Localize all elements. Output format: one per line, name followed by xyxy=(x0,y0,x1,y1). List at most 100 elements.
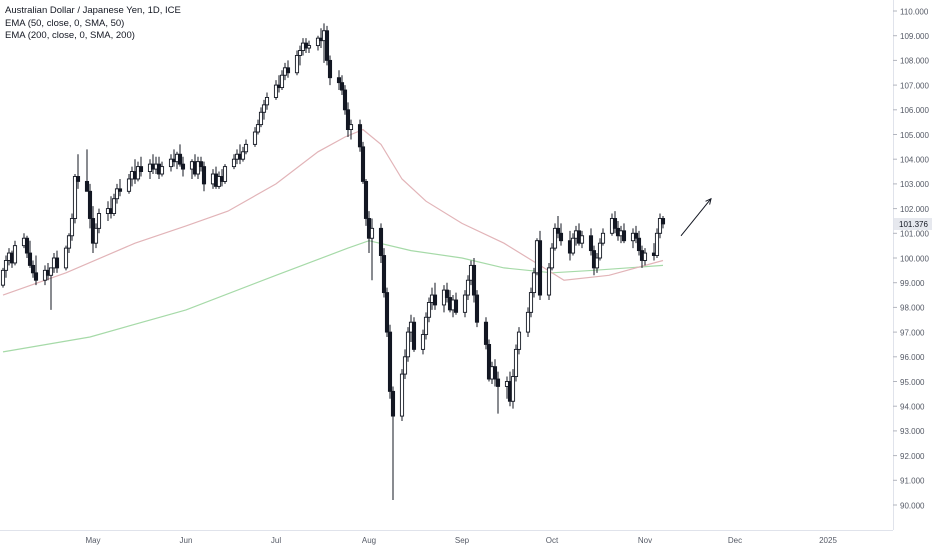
candle xyxy=(69,213,75,241)
candle-body xyxy=(633,232,639,239)
candle xyxy=(426,297,432,323)
candle-body xyxy=(54,257,60,269)
candle-body xyxy=(360,146,366,182)
candle xyxy=(258,107,264,128)
candle xyxy=(369,218,375,281)
ema50-legend[interactable]: EMA (50, close, 0, SMA, 50) xyxy=(5,17,125,29)
candle-body xyxy=(117,188,123,192)
x-tick-label: Aug xyxy=(362,536,376,545)
candle-body xyxy=(306,45,312,49)
candle-body xyxy=(465,279,471,296)
candle-body xyxy=(348,124,354,131)
candle xyxy=(660,216,666,229)
candle xyxy=(420,329,426,355)
candle xyxy=(555,216,561,239)
candle xyxy=(339,75,345,95)
candle xyxy=(87,183,93,229)
candle-body xyxy=(405,331,411,358)
candle-body xyxy=(126,178,132,192)
candle-body xyxy=(30,264,36,274)
candle-body xyxy=(399,373,405,417)
candle xyxy=(612,211,618,234)
candle xyxy=(516,327,522,355)
candle-body xyxy=(279,74,285,89)
candle-body xyxy=(513,348,519,378)
candle-body xyxy=(0,269,6,286)
x-tick-label: Jun xyxy=(180,536,193,545)
last-price-marker: 101.376 xyxy=(894,218,932,231)
candle-body xyxy=(486,344,492,380)
candle xyxy=(453,292,459,315)
candle-body xyxy=(297,50,303,56)
candle xyxy=(66,233,72,254)
candle xyxy=(579,230,585,249)
candle xyxy=(348,119,354,140)
candle-body xyxy=(381,255,387,294)
candle-body xyxy=(114,188,120,200)
candle xyxy=(126,174,132,194)
candle xyxy=(537,230,543,300)
candle xyxy=(54,250,60,273)
candle-body xyxy=(402,356,408,375)
candle xyxy=(423,312,429,340)
candle xyxy=(345,102,351,137)
y-tick-label: 98.000 xyxy=(900,304,925,313)
candle xyxy=(264,92,270,110)
candle-body xyxy=(423,316,429,336)
candle-body xyxy=(198,161,204,168)
candle xyxy=(30,260,36,278)
candle xyxy=(411,317,417,352)
candle xyxy=(324,25,330,66)
candle xyxy=(255,119,261,135)
y-tick-label: 110.000 xyxy=(900,7,929,16)
candle xyxy=(381,248,387,298)
candle xyxy=(570,233,576,256)
candle-body xyxy=(495,378,501,387)
candle xyxy=(495,371,501,414)
candle xyxy=(135,161,141,182)
ema200-legend[interactable]: EMA (200, close, 0, SMA, 200) xyxy=(5,30,135,41)
candle-body xyxy=(426,302,432,318)
candle xyxy=(195,156,201,179)
y-tick-label: 101.000 xyxy=(900,230,929,239)
candle xyxy=(297,45,303,66)
candle-body xyxy=(48,267,54,276)
candle-body xyxy=(516,331,522,350)
candle-body xyxy=(87,190,93,219)
candle xyxy=(486,339,492,382)
candle-body xyxy=(138,166,144,173)
candle xyxy=(441,285,447,313)
candle xyxy=(588,228,594,256)
chart-legend: Australian Dollar / Japanese Yen, 1D, IC… xyxy=(5,5,181,43)
candle xyxy=(12,240,18,266)
candle-body xyxy=(594,257,600,269)
candle-body xyxy=(597,242,603,259)
candle-body xyxy=(342,89,348,111)
candle xyxy=(546,262,552,300)
symbol-title[interactable]: Australian Dollar / Japanese Yen, 1D, IC… xyxy=(5,5,181,16)
candle-body xyxy=(600,232,606,244)
candle xyxy=(654,228,660,258)
candle xyxy=(138,156,144,177)
y-tick-label: 109.000 xyxy=(900,32,929,41)
candle xyxy=(474,290,480,328)
price-axis[interactable]: 110.000 109.000 108.000 107.000 106.000 105.0… xyxy=(893,0,929,530)
candle-body xyxy=(660,218,666,225)
x-tick-label: Nov xyxy=(638,536,652,545)
x-tick-label: May xyxy=(85,536,100,545)
ema200-layer xyxy=(2,240,664,353)
candle-body xyxy=(621,230,627,242)
candle xyxy=(594,253,600,273)
candle xyxy=(111,193,117,217)
candle-body xyxy=(111,198,117,214)
candle xyxy=(0,267,6,288)
y-tick-label: 100.000 xyxy=(900,254,929,263)
candle xyxy=(432,282,438,310)
candle-body xyxy=(93,227,99,244)
candle xyxy=(384,287,390,338)
candle xyxy=(510,369,516,409)
time-axis[interactable]: May Jun Jul Aug Sep Oct Nov Dec 2025 xyxy=(0,530,893,546)
candle xyxy=(621,223,627,244)
